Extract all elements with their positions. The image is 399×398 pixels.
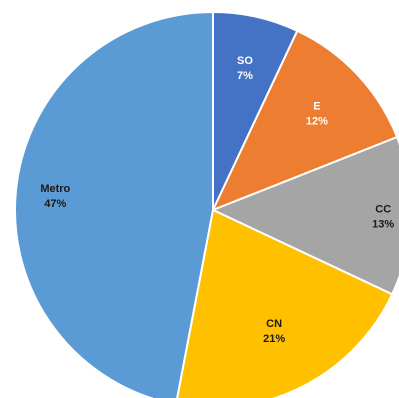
slice-label-so: SO 7%	[237, 55, 253, 82]
pie-slices	[14, 10, 399, 398]
slice-label-metro: Metro 47%	[40, 183, 70, 210]
slice-percent-label: 7%	[237, 70, 253, 82]
slice-category-label: CN	[266, 318, 282, 330]
pie-slice-cn	[176, 208, 394, 398]
slice-percent-label: 12%	[306, 115, 328, 127]
slice-percent-label: 13%	[372, 218, 394, 230]
slice-label-cc: CC 13%	[372, 203, 394, 230]
slice-percent-label: 21%	[263, 333, 285, 345]
slice-category-label: Metro	[40, 183, 70, 195]
pie-slice-e	[211, 29, 399, 212]
pie-slice-cc	[210, 135, 399, 296]
pie-slice-metro	[14, 10, 214, 398]
slice-label-cn: CN 21%	[263, 318, 285, 345]
slice-category-label: CC	[375, 203, 391, 215]
slice-label-e: E 12%	[306, 100, 328, 127]
slice-percent-label: 47%	[44, 198, 66, 210]
pie-labels: SO 7% E 12% CC 13% CN 21% Metro 47%	[40, 55, 394, 345]
slice-category-label: SO	[237, 55, 253, 67]
slice-category-label: E	[313, 100, 320, 112]
